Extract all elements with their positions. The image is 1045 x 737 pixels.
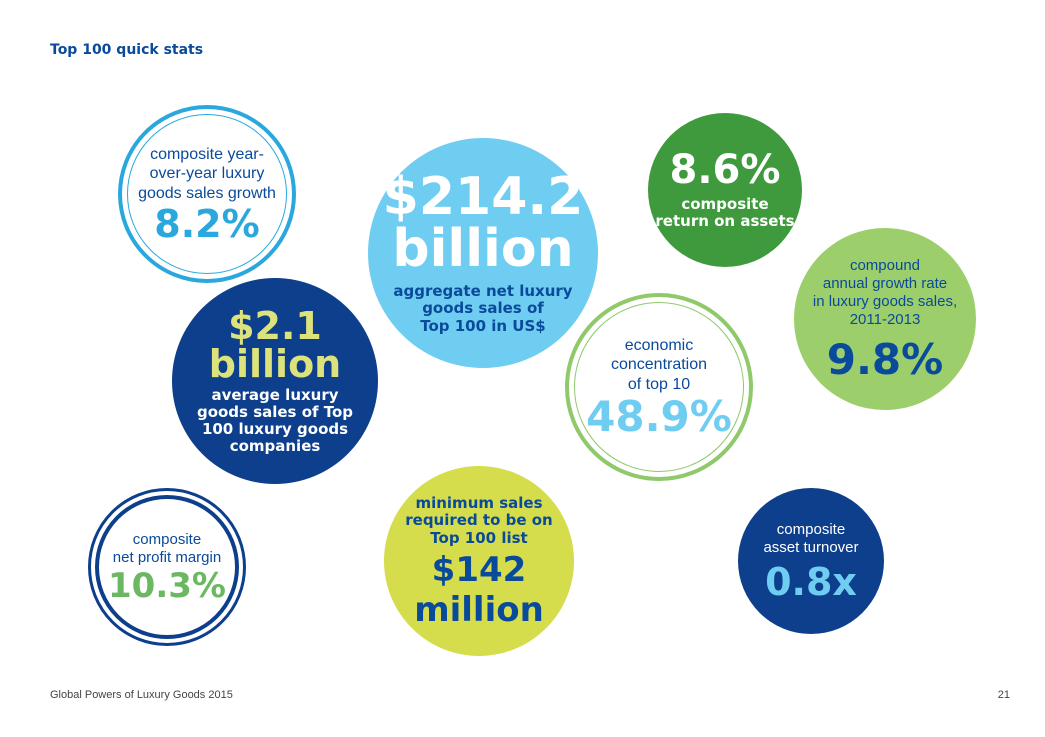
stat-label-line: 2011-2013 bbox=[849, 311, 921, 328]
bubble-inner-ring bbox=[574, 302, 744, 472]
stat-label: average luxury goods sales of Top 100 lu… bbox=[190, 385, 360, 456]
stat-value-unit: million bbox=[414, 589, 544, 630]
stat-yoy-growth-bubble: composite year- over-year luxury goods s… bbox=[118, 105, 296, 283]
stat-label-line: companies bbox=[229, 437, 321, 456]
stat-label-line: over-year luxury bbox=[149, 165, 265, 183]
stat-value: $2.1 bbox=[228, 303, 322, 348]
stat-label-line: composite bbox=[776, 521, 846, 538]
stat-cagr-bubble: compound annual growth rate in luxury go… bbox=[794, 228, 976, 410]
stat-label-line: Top 100 list bbox=[430, 528, 528, 547]
stat-label: composite asset turnover bbox=[763, 521, 858, 557]
stat-label: economic concentration of top 10 bbox=[611, 336, 707, 394]
stat-label-line: goods sales of bbox=[422, 299, 544, 318]
stat-value: 0.8x bbox=[765, 560, 857, 604]
stat-value: $142 bbox=[431, 549, 527, 590]
stat-label-line: Top 100 in US$ bbox=[420, 316, 546, 335]
stat-label-line: economic bbox=[624, 337, 694, 355]
stat-label: composite return on assets bbox=[655, 194, 795, 231]
stat-value: 9.8% bbox=[826, 335, 944, 384]
stat-label-line: annual growth rate bbox=[822, 275, 948, 292]
stat-label: minimum sales required to be on Top 100 … bbox=[405, 494, 553, 547]
stat-label-line: goods sales of Top bbox=[196, 402, 354, 421]
page-number: 21 bbox=[997, 689, 1010, 701]
stat-label-line: 100 luxury goods bbox=[201, 420, 349, 438]
bubble-inner-ring bbox=[95, 495, 239, 639]
stat-value: 8.2% bbox=[154, 201, 260, 246]
stat-label-line: composite year- bbox=[150, 146, 264, 164]
stat-minimum-sales-bubble: minimum sales required to be on Top 100 … bbox=[384, 466, 574, 656]
stat-label-line: goods sales growth bbox=[138, 184, 276, 202]
stat-asset-turnover-bubble: composite asset turnover 0.8x bbox=[738, 488, 884, 634]
stat-label-line: concentration bbox=[610, 356, 708, 374]
stat-label-line: in luxury goods sales, bbox=[812, 293, 958, 310]
stat-label-line: average luxury bbox=[211, 385, 339, 404]
stat-concentration-bubble: economic concentration of top 10 48.9% bbox=[565, 293, 753, 481]
stat-label-line: composite bbox=[132, 531, 202, 548]
stat-label-line: minimum sales bbox=[415, 494, 543, 513]
stat-label: aggregate net luxury goods sales of Top … bbox=[388, 282, 578, 335]
stat-value: 8.6% bbox=[669, 146, 781, 193]
stat-value-unit: billion bbox=[208, 341, 342, 386]
stat-label-line: return on assets bbox=[655, 212, 795, 230]
stat-label-line: of top 10 bbox=[627, 375, 691, 393]
stat-value: 10.3% bbox=[108, 566, 226, 606]
stat-roa-bubble: 8.6% composite return on assets bbox=[648, 113, 802, 267]
stat-label: composite net profit margin bbox=[113, 531, 221, 567]
publication-footer: Global Powers of Luxury Goods 2015 bbox=[50, 689, 233, 701]
stat-label: compound annual growth rate in luxury go… bbox=[813, 257, 957, 329]
stat-label-line: compound bbox=[849, 257, 921, 274]
stat-label-line: net profit margin bbox=[112, 549, 222, 566]
stat-value: $214.2 bbox=[382, 167, 584, 228]
stat-label-line: asset turnover bbox=[763, 539, 859, 556]
stat-value-unit: billion bbox=[392, 219, 574, 280]
stat-net-profit-bubble: composite net profit margin 10.3% bbox=[88, 488, 246, 646]
stat-average-sales-bubble: $2.1 billion average luxury goods sales … bbox=[172, 278, 378, 484]
stat-label-line: composite bbox=[681, 194, 769, 213]
page-title: Top 100 quick stats bbox=[50, 42, 204, 58]
stat-value: 48.9% bbox=[586, 391, 732, 441]
stat-label: composite year- over-year luxury goods s… bbox=[138, 145, 276, 203]
stat-label-line: required to be on bbox=[405, 511, 553, 530]
bubble-inner-ring bbox=[127, 114, 287, 274]
stat-aggregate-sales-bubble: $214.2 billion aggregate net luxury good… bbox=[368, 138, 598, 368]
stat-label-line: aggregate net luxury bbox=[393, 282, 573, 301]
